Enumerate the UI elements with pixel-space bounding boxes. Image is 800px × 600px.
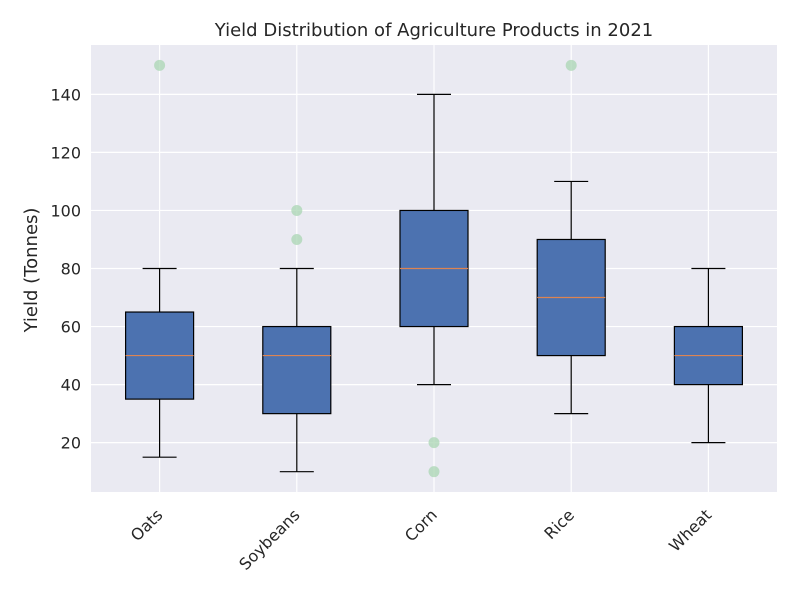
y-tick-label: 80 xyxy=(61,260,81,279)
x-axis-ticks: Oats Soybeans Corn Rice Wheat xyxy=(127,505,715,573)
outlier-point xyxy=(154,60,165,71)
outlier-point xyxy=(291,205,302,216)
x-tick-label: Wheat xyxy=(665,505,715,555)
y-tick-label: 60 xyxy=(61,318,81,337)
box-iqr xyxy=(263,327,331,414)
x-tick-label: Soybeans xyxy=(235,505,303,573)
y-tick-label: 20 xyxy=(61,434,81,453)
outlier-point xyxy=(429,466,440,477)
y-tick-label: 140 xyxy=(50,85,81,104)
x-tick-label: Corn xyxy=(401,505,441,545)
x-tick-label: Rice xyxy=(540,505,578,543)
x-tick-label: Oats xyxy=(127,505,167,545)
outlier-point xyxy=(291,234,302,245)
y-tick-label: 100 xyxy=(50,201,81,220)
y-axis-label: Yield (Tonnes) xyxy=(21,208,42,334)
outlier-point xyxy=(566,60,577,71)
y-tick-label: 120 xyxy=(50,143,81,162)
y-axis-ticks: 20 40 60 80 100 120 140 xyxy=(50,85,81,452)
chart-title: Yield Distribution of Agriculture Produc… xyxy=(214,20,653,41)
outlier-point xyxy=(429,437,440,448)
y-tick-label: 40 xyxy=(61,376,81,395)
